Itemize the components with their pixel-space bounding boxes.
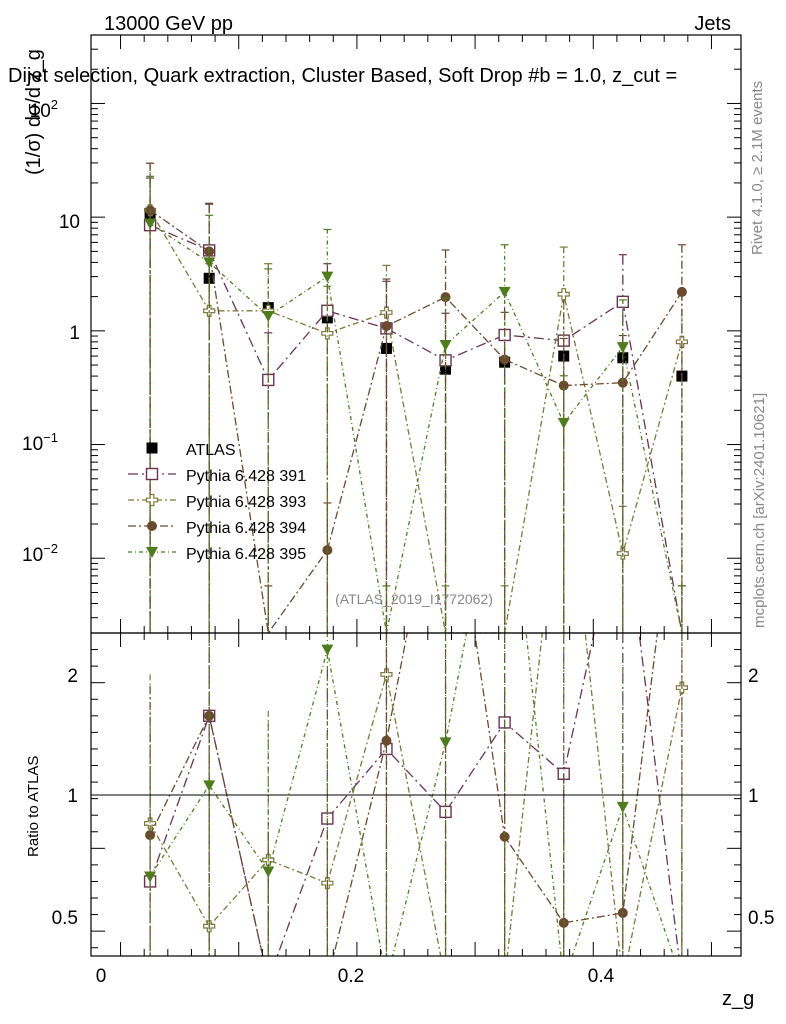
p395-line [149,222,683,634]
ratio-tick-label-2: 2 [67,666,78,687]
y-tick-label-0.01: 10−2 [22,541,58,566]
ratio-panel-marks [143,633,689,956]
legend-label-394: Pythia 6.428 394 [186,520,306,537]
p391-line [149,224,683,634]
x-axis-label: z_g [722,988,754,1010]
p395-ratio-point [203,780,216,792]
p393-ratio-point [380,668,393,681]
p394-ratio-point [381,735,392,746]
x-tick-label-2: 0.4 [588,966,615,987]
p394-point [499,354,510,365]
main-panel-marks [143,162,689,635]
x-tick-label-0: 0 [96,966,107,987]
y-tick-label-100: 102 [30,97,58,122]
y-tick-label-0.1: 10−1 [22,430,58,455]
y-axis-label: (1/σ) dσ/d z_g [23,49,45,175]
p394-point [381,321,392,332]
category-label: Jets [694,13,731,35]
mcplots-label: mcplots.cern.ch [arXiv:2401.10621] [751,393,768,628]
p394-ratio-point [499,831,510,842]
y-tick-label-10: 10 [59,212,80,233]
p393-ratio-line [149,633,683,956]
p395-point [262,311,275,323]
p394-ratio-point [145,830,156,841]
ratio-tick-label-right-2: 2 [748,666,759,687]
p395-ratio-point [321,644,334,656]
axis-ticks [91,34,741,956]
p395-ratio-point [144,871,157,883]
p394-point [617,377,628,388]
y-tick-label-1: 1 [69,323,80,344]
legend-label-atlas: ATLAS [186,442,236,459]
p391-legend-marker [145,467,159,481]
p394-point [440,292,451,303]
p395-ratio-point [439,737,452,749]
legend-label-391: Pythia 6.428 391 [186,468,306,485]
p395-point [321,271,334,283]
p395-point [439,340,452,352]
ratio-tick-label-1: 1 [67,786,78,807]
legend: ATLAS Pythia 6.428 391 Pythia 6.428 393 … [128,442,306,563]
ratio-tick-label-right-1: 1 [748,786,759,807]
plot-title: Dijet selection, Quark extraction, Clust… [8,65,677,87]
p393-point [557,288,570,301]
p393-point [321,327,334,340]
p393-ratio-point [143,817,157,830]
p395-point [557,417,570,429]
analysis-watermark: (ATLAS_2019_I1772062) [335,591,493,607]
p395-point [498,286,511,298]
p395-ratio-point [616,801,629,813]
p394-point [558,380,569,391]
p395-legend-marker [146,547,158,558]
p393-legend-marker [145,493,159,507]
p391-ratio-line [149,633,680,956]
p393-line [149,209,683,634]
energy-label: 13000 GeV pp [104,13,233,35]
p394-ratio-line [149,633,659,956]
p395-point [203,257,216,269]
main-panel-frame [90,34,742,634]
ratio-axis-label: Ratio to ATLAS [25,756,42,857]
legend-label-393: Pythia 6.428 393 [186,494,306,511]
p394-legend-marker [147,521,157,531]
p395-ratio-point [262,866,275,878]
p395-ratio-line [149,633,675,956]
ratio-tick-label-right-0.5: 0.5 [748,908,774,929]
legend-label-395: Pythia 6.428 395 [186,546,306,563]
p395-point [616,342,629,354]
x-tick-label-1: 0.2 [338,966,364,987]
ratio-tick-label-0.5: 0.5 [52,908,78,929]
p395-point [144,218,157,230]
rivet-version-label: Rivet 4.1.0, ≥ 2.1M events [749,81,766,255]
p394-line [149,209,683,635]
p394-point [676,286,687,297]
atlas-legend-marker [146,442,158,454]
